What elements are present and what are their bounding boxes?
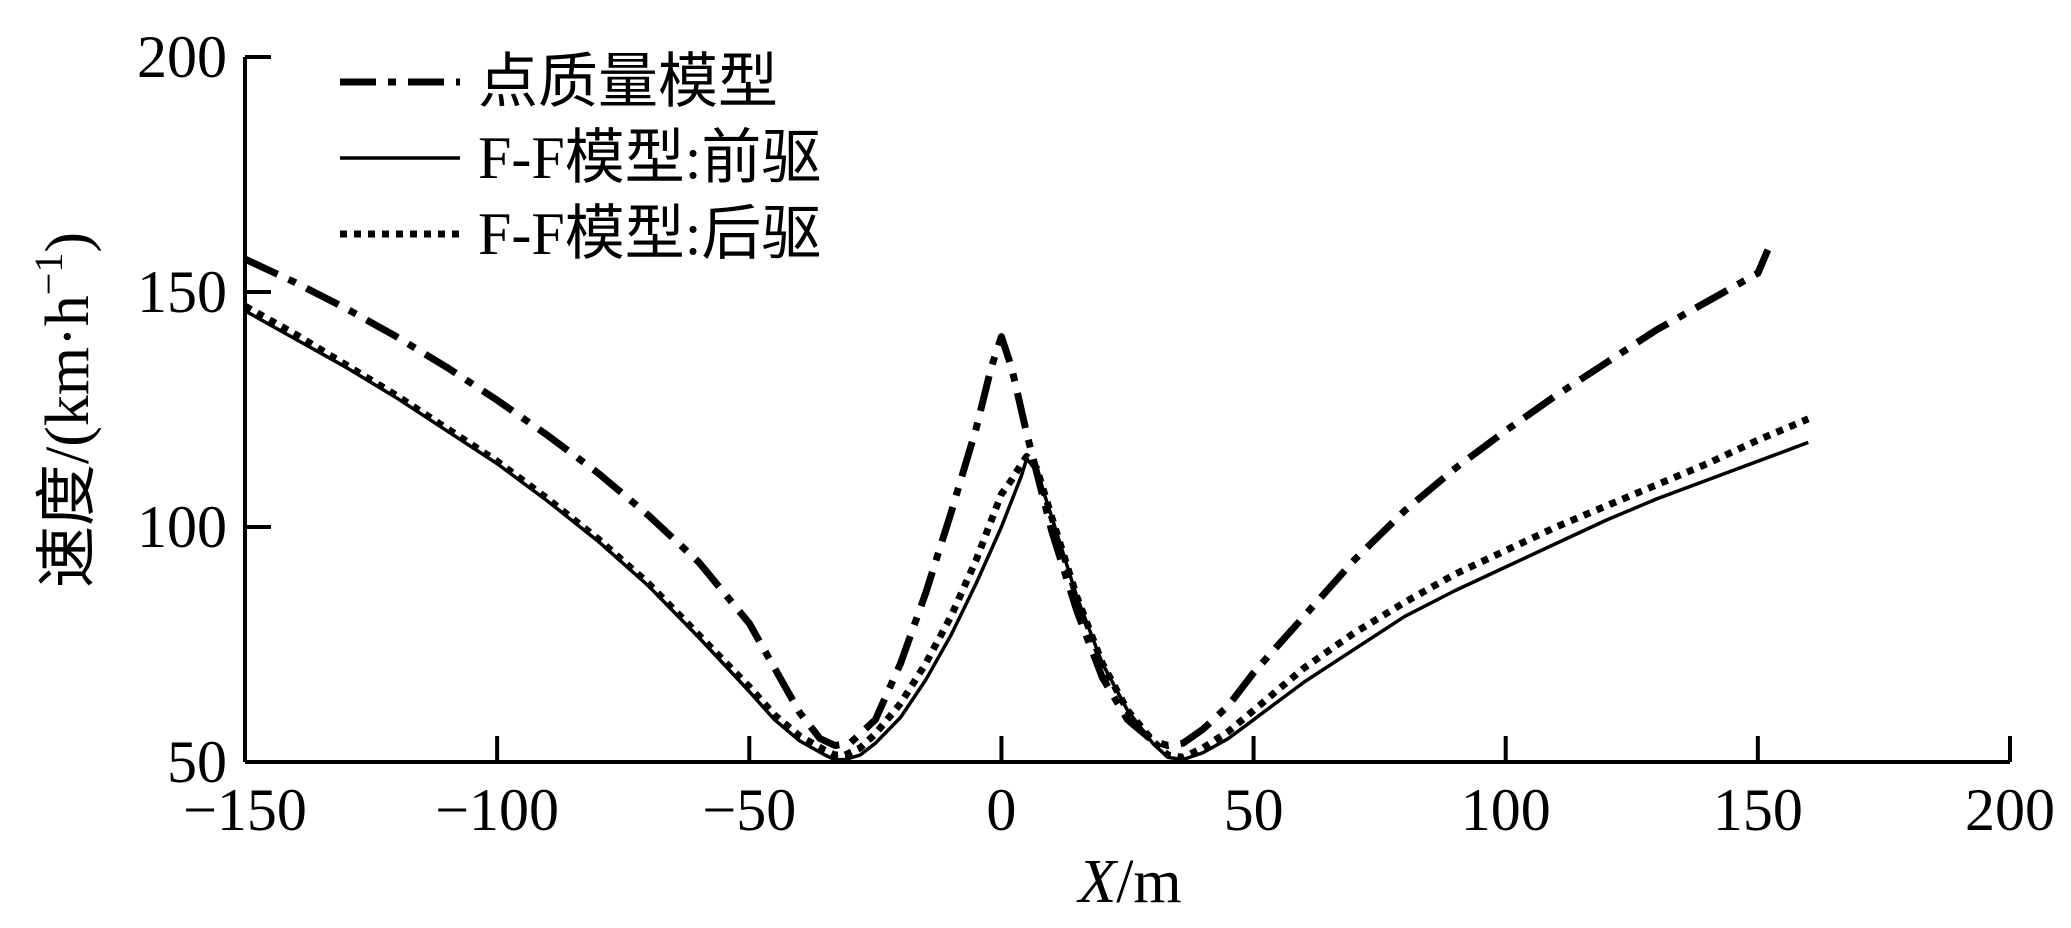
legend-label-point-mass: 点质量模型: [478, 49, 778, 115]
legend-item-rear-drive: F-F模型:后驱: [340, 201, 821, 267]
x-tick-label: 200: [1965, 777, 2055, 843]
y-axis-label-main: 速度/(km·h: [34, 295, 102, 588]
x-axis-label-italic: X: [1075, 848, 1118, 916]
x-ticks: −150 −100 −50 0 50 100 150 200: [183, 736, 2055, 843]
x-tick-label: −50: [702, 777, 796, 843]
axes: [243, 57, 2010, 764]
y-axis-label-sup: −1: [26, 253, 71, 296]
series-line-front-drive: [244, 309, 1809, 762]
y-axis-label-close: ): [34, 232, 102, 253]
x-tick-label: 150: [1713, 777, 1803, 843]
x-tick-label: −150: [183, 777, 307, 843]
y-ticks: 50 100 150 200: [137, 24, 271, 795]
y-tick-label: 200: [137, 24, 227, 90]
x-tick-label: −100: [435, 777, 559, 843]
series-layer: [243, 248, 1810, 762]
legend-item-front-drive: F-F模型:前驱: [340, 125, 821, 191]
x-axis-label: X/m: [1075, 848, 1181, 916]
y-tick-label: 150: [137, 259, 227, 325]
legend-item-point-mass: 点质量模型: [340, 49, 778, 115]
series-line-point-mass: [243, 248, 1772, 749]
x-tick-label: 100: [1461, 777, 1551, 843]
legend: 点质量模型 F-F模型:前驱 F-F模型:后驱: [340, 49, 821, 267]
x-tick-label: 0: [986, 777, 1016, 843]
y-axis-label: 速度/(km·h−1): [26, 232, 102, 588]
y-tick-label: 50: [167, 729, 227, 795]
legend-label-rear-drive: F-F模型:后驱: [478, 201, 821, 267]
x-tick-label: 50: [1224, 777, 1284, 843]
x-axis-label-unit: /m: [1116, 848, 1181, 916]
y-tick-label: 100: [137, 494, 227, 560]
series-line-rear-drive: [243, 303, 1810, 761]
legend-label-front-drive: F-F模型:前驱: [478, 125, 821, 191]
